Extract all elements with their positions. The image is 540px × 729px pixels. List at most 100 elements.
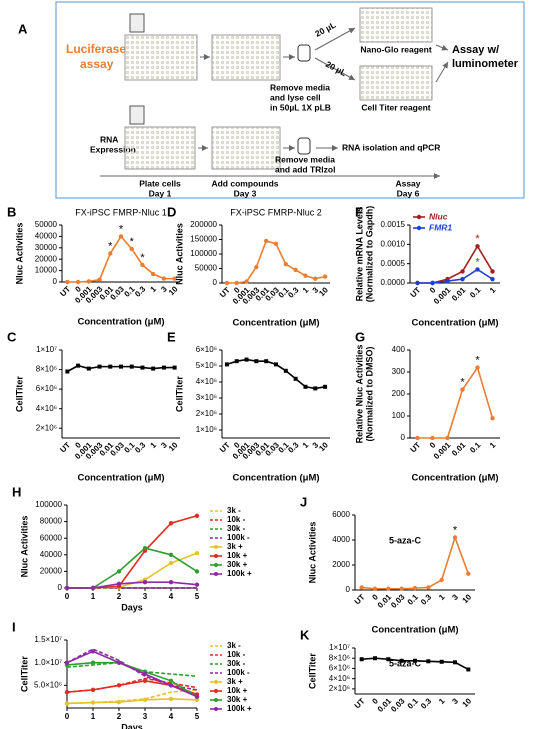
y-axis-label: CellTiter — [174, 376, 184, 412]
x-tick-label: 0.3 — [419, 696, 434, 711]
point — [293, 376, 298, 381]
legend-label: 30k + — [227, 560, 248, 569]
point — [430, 280, 435, 286]
y-tick-label: 200 — [392, 389, 406, 398]
point — [116, 683, 122, 688]
x-tick-label: 1 — [488, 440, 498, 450]
plate — [211, 126, 281, 170]
point — [194, 697, 200, 703]
point — [194, 569, 200, 574]
x-tick-label: 10 — [317, 285, 330, 298]
y-tick-label: 0 — [346, 585, 351, 594]
point — [194, 513, 200, 518]
point — [322, 274, 328, 279]
point — [386, 657, 391, 662]
point — [142, 545, 148, 551]
point — [194, 550, 200, 556]
point — [116, 569, 122, 574]
panel-label: B — [7, 204, 16, 219]
timeline-label: Day 1 — [149, 188, 172, 198]
x-axis-label: Concentration (μM) — [232, 473, 319, 484]
x-tick-label: 10 — [317, 440, 330, 453]
point — [168, 579, 174, 585]
x-axis-label: Concentration (μM) — [411, 318, 498, 329]
legend-marker — [214, 707, 218, 711]
x-tick-label: 0.01 — [450, 285, 468, 303]
y-tick-label: 100 — [392, 411, 406, 420]
volume: 20 µL — [313, 20, 337, 39]
point — [97, 364, 102, 369]
point — [490, 269, 495, 274]
x-tick-label: 1 — [91, 592, 96, 601]
timeline-label: Day 3 — [234, 188, 257, 198]
step-text: Remove media — [270, 82, 330, 92]
point — [129, 364, 134, 369]
point — [194, 694, 200, 699]
point — [64, 585, 70, 591]
significance: * — [119, 223, 124, 235]
y-tick-label: 60000 — [40, 533, 63, 542]
point — [273, 241, 279, 247]
y-tick-label: 6×10⁶ — [329, 664, 350, 673]
point — [224, 280, 230, 286]
point — [116, 699, 122, 705]
significance: * — [475, 233, 480, 245]
x-tick-label: 3 — [450, 592, 460, 602]
x-tick-label: 0.3 — [419, 592, 434, 607]
assay-name: Expression — [90, 144, 136, 154]
panel-label: A — [18, 21, 28, 36]
y-tick-label: 20000 — [40, 567, 63, 576]
legend-label: 100k - — [227, 533, 250, 542]
point — [108, 364, 113, 369]
y-tick-label: 400 — [392, 345, 406, 354]
annotation: 5-aza-C — [389, 536, 422, 546]
point — [439, 659, 444, 664]
significance: * — [475, 256, 480, 268]
tube — [297, 44, 311, 62]
x-tick-label: 0.1 — [468, 440, 483, 455]
point — [430, 435, 435, 441]
legend-label: Nluc — [429, 211, 448, 221]
point — [426, 659, 431, 664]
step-text: in 50µL 1X pLB — [270, 102, 331, 112]
y-tick-label: 80000 — [40, 517, 63, 526]
legend-marker — [214, 689, 218, 693]
legend-marker — [214, 563, 218, 567]
legend-marker — [214, 680, 218, 684]
series-line — [66, 661, 198, 698]
readout: RNA isolation and qPCR — [342, 142, 440, 152]
point — [439, 577, 444, 583]
timeline-label: Day 6 — [397, 188, 420, 198]
x-tick-label: UT — [58, 284, 72, 298]
legend-marker — [214, 698, 218, 702]
point — [116, 581, 122, 587]
x-tick-label: 3 — [143, 712, 148, 721]
reagent: Cell Titer reagent — [361, 102, 430, 112]
chart: C 2×10⁶ 4×10⁶ 6×10⁶ 8×10⁶ 1×10⁷ CellTiter UT 0 0.… — [7, 329, 180, 484]
legend-label: 30k - — [227, 524, 246, 533]
readout: Assay w/ — [452, 44, 499, 56]
y-tick-label: 6000 — [332, 510, 350, 519]
panel-label: G — [355, 329, 365, 344]
point — [172, 365, 177, 370]
significance: * — [108, 240, 113, 252]
y-tick-label: 40000 — [35, 232, 58, 241]
x-tick-label: 0.3 — [286, 440, 301, 455]
point — [118, 234, 124, 239]
point — [64, 701, 70, 706]
y-tick-label: 0.0010 — [381, 239, 406, 248]
point — [303, 384, 308, 389]
y-tick-label: 6×10⁶ — [36, 384, 57, 393]
point — [386, 586, 391, 591]
x-tick-label: 3 — [311, 285, 321, 295]
x-tick-label: UT — [58, 440, 72, 454]
point — [86, 279, 92, 284]
x-tick-label: 5 — [195, 712, 200, 721]
assay-name: assay — [80, 57, 114, 71]
legend-label: 100k - — [227, 668, 250, 677]
y-tick-label: 2000 — [332, 560, 350, 569]
y-tick-label: 1.5×10⁷ — [34, 635, 62, 644]
point — [234, 359, 239, 364]
